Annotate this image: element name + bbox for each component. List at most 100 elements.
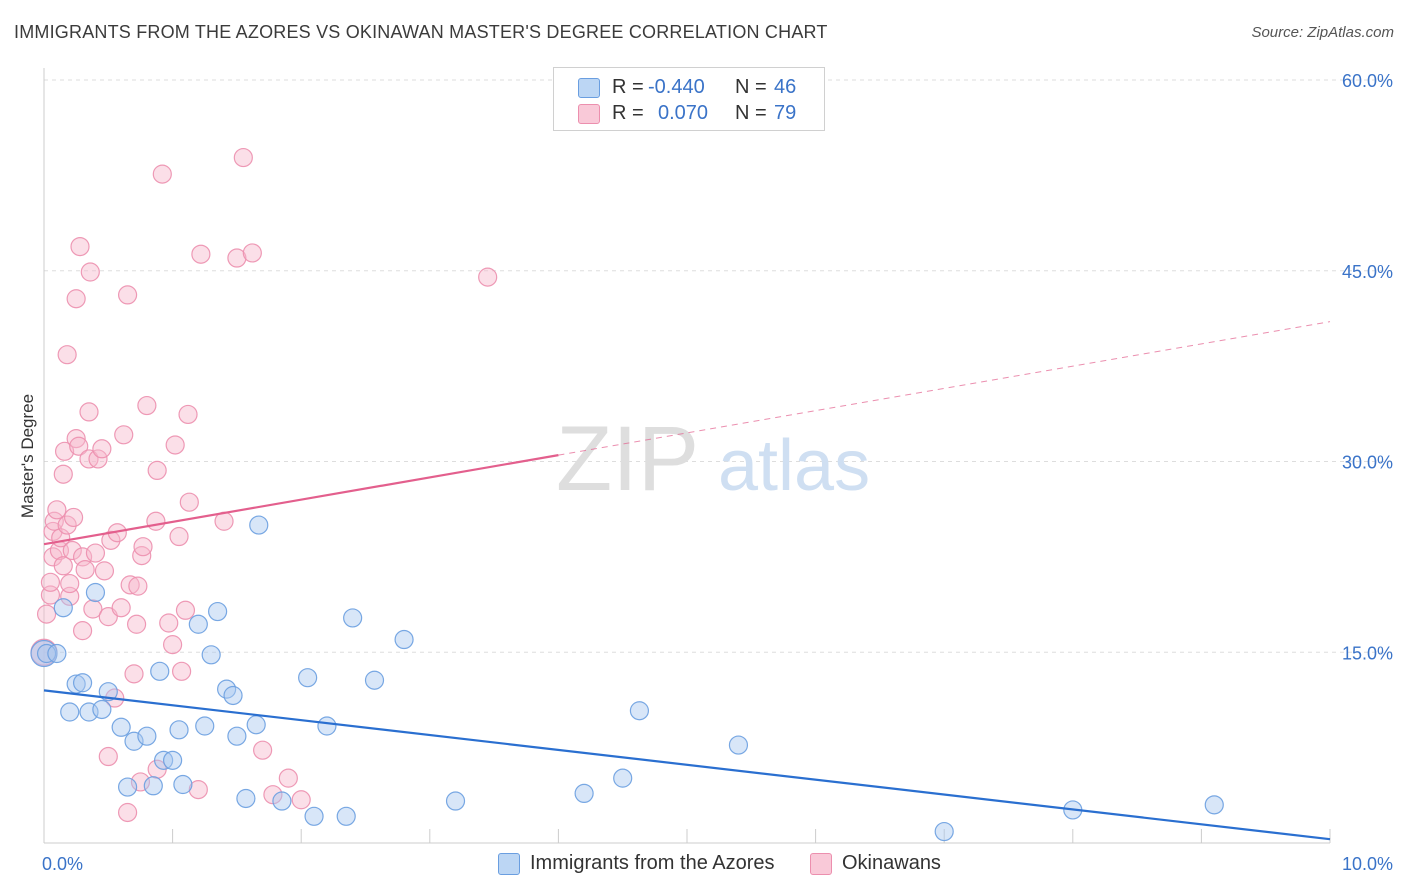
trend-lines [43,321,1331,841]
okinawans-point [191,244,211,264]
okinawans-point [146,511,166,531]
azores-point [111,717,131,737]
azores-points [30,515,1224,842]
okinawans-point [62,540,82,561]
bottom-legend-swatch-okinawans [810,853,832,875]
azores-point [92,699,112,720]
azores-point [364,670,385,690]
chart-title: IMMIGRANTS FROM THE AZORES VS OKINAWAN M… [14,22,828,42]
azores-point [72,673,93,693]
bottom-legend-label-okinawans: Okinawans [842,852,941,874]
azores-point [173,774,193,795]
okinawans-point [179,492,199,512]
azores-point [629,701,650,721]
azores-point [195,716,215,736]
okinawans-point [40,572,61,592]
y-tick-label: 15.0% [1342,643,1393,663]
okinawans-point [80,262,100,282]
azores-point [298,668,318,688]
azores-point [236,788,256,809]
watermark: ZIP atlas [556,408,870,510]
okinawans-point [85,543,106,563]
okinawans-point [233,147,253,168]
x-tick-label: 0.0% [42,854,83,874]
okinawans-point [63,507,84,528]
legend-n-label: N = [735,76,767,98]
azores-point [169,720,189,740]
azores-point [163,750,183,770]
okinawans-point [126,614,147,634]
okinawans-point [75,559,95,580]
legend-r-label: R = [612,76,644,98]
okinawans-point [69,436,89,456]
okinawans-point [163,635,183,655]
azores-point [304,806,324,826]
y-tick-label: 60.0% [1342,71,1393,91]
okinawans-trend-extension [558,321,1331,456]
okinawans-point [66,429,86,449]
azores-point [201,645,221,665]
stats-legend: R = -0.440 N = 46 R = 0.070 N = 79 [553,67,825,131]
source-label: Source: ZipAtlas.com [1251,24,1394,41]
okinawans-point [83,599,103,619]
grid-lines [44,79,1392,653]
legend-swatch-okinawans [578,104,600,124]
y-axis-label: Master's Degree [18,394,37,518]
bottom-legend-label-azores: Immigrants from the Azores [530,852,775,874]
azores-point [249,515,269,535]
azores-point [227,726,247,746]
okinawans-point [165,435,185,455]
axes [43,68,1331,844]
azores-point [150,661,170,681]
legend-r-value: 0.070 [658,102,709,124]
okinawans-points [30,147,498,823]
okinawans-point [124,664,144,684]
legend-n-value: 79 [774,102,797,124]
azores-point [336,806,356,826]
okinawans-point [72,621,93,641]
okinawans-point [70,236,90,257]
azores-point [574,783,594,804]
azores-point [272,791,292,811]
azores-point [934,821,954,842]
azores-point [143,776,163,796]
legend-n-value: 46 [774,76,797,98]
azores-point [445,791,466,811]
okinawans-point [188,779,208,800]
tick-labels: 15.0% 30.0% 45.0% 60.0% 0.0% 10.0% [42,71,1393,874]
okinawans-point [98,746,118,767]
okinawans-point [44,511,64,531]
okinawans-point [36,604,57,624]
watermark-zip: ZIP [556,408,699,510]
okinawans-point [43,521,63,542]
okinawans-point [278,768,298,788]
azores-point [137,726,157,746]
okinawans-point [117,802,138,823]
azores-point [728,735,749,755]
okinawans-point [227,248,247,268]
okinawans-point [53,464,73,484]
x-tick-label: 10.0% [1342,854,1393,874]
azores-point [188,614,208,634]
okinawans-point [137,395,157,416]
y-tick-label: 30.0% [1342,453,1393,473]
okinawans-point [128,576,148,596]
okinawans-point [253,740,273,760]
okinawans-point [60,573,80,594]
azores-point [47,643,67,664]
okinawans-point [53,556,73,576]
okinawans-point [242,243,262,263]
watermark-atlas: atlas [718,426,870,506]
okinawans-point [92,439,112,459]
okinawans-point [57,515,77,535]
azores-point [124,731,144,751]
okinawans-point [175,600,196,620]
okinawans-point [120,575,140,595]
okinawans-point [111,598,131,618]
y-tick-label: 45.0% [1342,262,1393,282]
okinawans-point [66,289,86,309]
okinawans-point [291,790,311,810]
okinawans-point [79,402,99,422]
okinawans-point [478,267,498,287]
azores-point [394,629,414,650]
